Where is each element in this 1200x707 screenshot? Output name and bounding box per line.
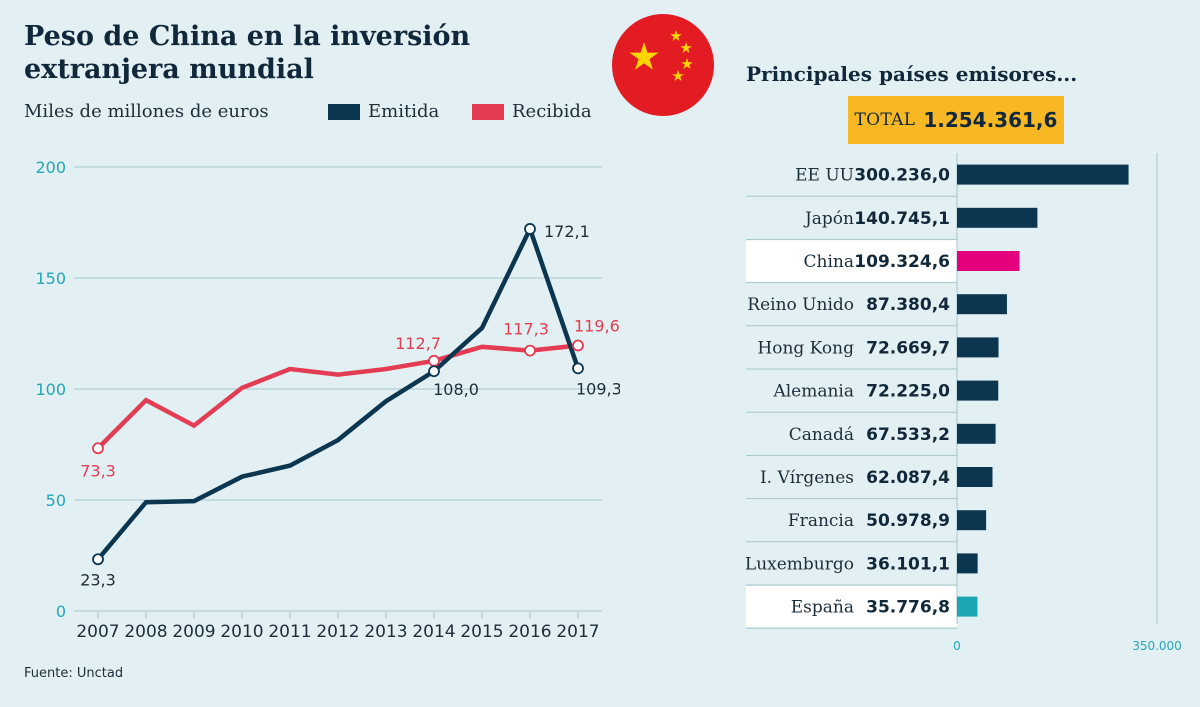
highlight-row-bg: [746, 240, 957, 282]
bar: [957, 510, 987, 531]
data-point-emitida: [572, 362, 584, 375]
bar-chart: EE UU 300.236,0 Japón 140.745,1 China 109.324…: [745, 153, 1182, 653]
legend-recibida-label: Recibida: [512, 101, 592, 122]
x-tick-label: 2009: [172, 622, 215, 642]
bar: [957, 294, 1007, 315]
legend-emitida-swatch: [328, 103, 360, 120]
x-tick-label: 2013: [364, 622, 407, 642]
data-label-emitida: 172,1: [544, 222, 590, 241]
bar-category-label: Reino Unido: [747, 295, 854, 315]
bar-category-label: Japón: [803, 209, 854, 229]
bar-value-label: 72.669,7: [866, 338, 950, 358]
bar-category-label: España: [791, 598, 854, 618]
total-label: TOTAL: [854, 110, 916, 130]
x-tick-label: 2015: [460, 622, 503, 642]
highlight-row-bg: [746, 586, 957, 628]
data-point-emitida: [92, 553, 104, 566]
total-value: 1.254.361,6: [923, 108, 1058, 132]
bar: [957, 207, 1038, 228]
total-badge: TOTAL 1.254.361,6: [848, 96, 1064, 144]
bar: [957, 251, 1020, 271]
data-point-recibida: [524, 344, 536, 357]
x-tick-label: 2017: [556, 622, 599, 642]
data-label-emitida: 108,0: [433, 380, 479, 399]
bar-value-label: 109.324,6: [854, 252, 950, 272]
bar-x-tick-label: 350.000: [1132, 639, 1182, 653]
data-label-emitida: 109,3: [576, 379, 620, 398]
data-label-recibida: 112,7: [395, 334, 441, 353]
x-tick-label: 2012: [316, 622, 359, 642]
y-tick-label: 100: [35, 380, 66, 399]
data-label-emitida: 23,3: [80, 570, 116, 589]
bar-value-label: 140.745,1: [854, 209, 950, 229]
x-tick-label: 2016: [508, 622, 551, 642]
bar-chart-title: Principales países emisores...: [746, 62, 1078, 86]
y-tick-label: 50: [46, 491, 66, 510]
x-tick-label: 2011: [268, 622, 311, 642]
bar: [957, 164, 1129, 185]
bar-value-label: 87.380,4: [866, 295, 950, 315]
bar-category-label: Francia: [788, 511, 854, 531]
bar-category-label: Canadá: [789, 425, 854, 445]
bar-value-label: 300.236,0: [854, 166, 950, 186]
bar-value-label: 50.978,9: [866, 511, 950, 531]
bar-category-label: EE UU: [795, 166, 854, 186]
legend-emitida: Emitida: [328, 101, 439, 122]
x-tick-label: 2007: [76, 622, 119, 642]
bar-value-label: 62.087,4: [866, 468, 950, 488]
y-tick-label: 150: [35, 269, 66, 288]
bar-category-label: Alemania: [772, 382, 854, 402]
data-point-emitida: [428, 365, 440, 378]
bar: [957, 337, 999, 358]
bar-value-label: 35.776,8: [866, 598, 950, 618]
data-point-recibida: [92, 442, 104, 455]
line-chart: 0 50 100 150 200 2007 2008 2009 2010 2011 2012 2013…: [35, 158, 620, 642]
bar-value-label: 36.101,1: [866, 554, 950, 574]
x-tick-label: 2008: [124, 622, 167, 642]
data-label-recibida: 73,3: [80, 461, 116, 480]
china-flag-icon: [612, 14, 714, 116]
series-line-recibida: [96, 343, 579, 450]
bar: [957, 380, 999, 401]
data-label-recibida: 119,6: [574, 316, 620, 335]
bar: [957, 467, 993, 487]
bar-x-tick-label: 0: [953, 639, 961, 653]
x-tick-label: 2010: [220, 622, 263, 642]
data-label-recibida: 117,3: [503, 320, 549, 339]
legend-emitida-label: Emitida: [368, 101, 440, 122]
y-tick-label: 0: [56, 602, 66, 621]
x-tick-label: 2014: [412, 622, 455, 642]
source-note: Fuente: Unctad: [24, 666, 124, 681]
bar-category-label: Luxemburgo: [745, 554, 854, 574]
bar-category-label: Hong Kong: [757, 338, 854, 358]
bar-value-label: 72.225,0: [866, 382, 950, 402]
bar: [957, 553, 978, 574]
legend-recibida-swatch: [472, 103, 504, 120]
bar: [957, 423, 996, 444]
series-line-emitida: [96, 223, 581, 561]
bar-category-label: I. Vírgenes: [760, 468, 854, 488]
chart-title: Peso de China en la inversión extranjera…: [24, 21, 471, 85]
bar: [957, 596, 978, 617]
bar-category-label: China: [804, 252, 854, 272]
y-tick-label: 200: [35, 158, 66, 177]
data-point-recibida: [572, 339, 584, 352]
data-point-emitida: [524, 223, 536, 235]
bar-value-label: 67.533,2: [866, 425, 950, 445]
chart-subtitle: Miles de millones de euros: [24, 101, 269, 122]
legend-recibida: Recibida: [472, 101, 592, 122]
